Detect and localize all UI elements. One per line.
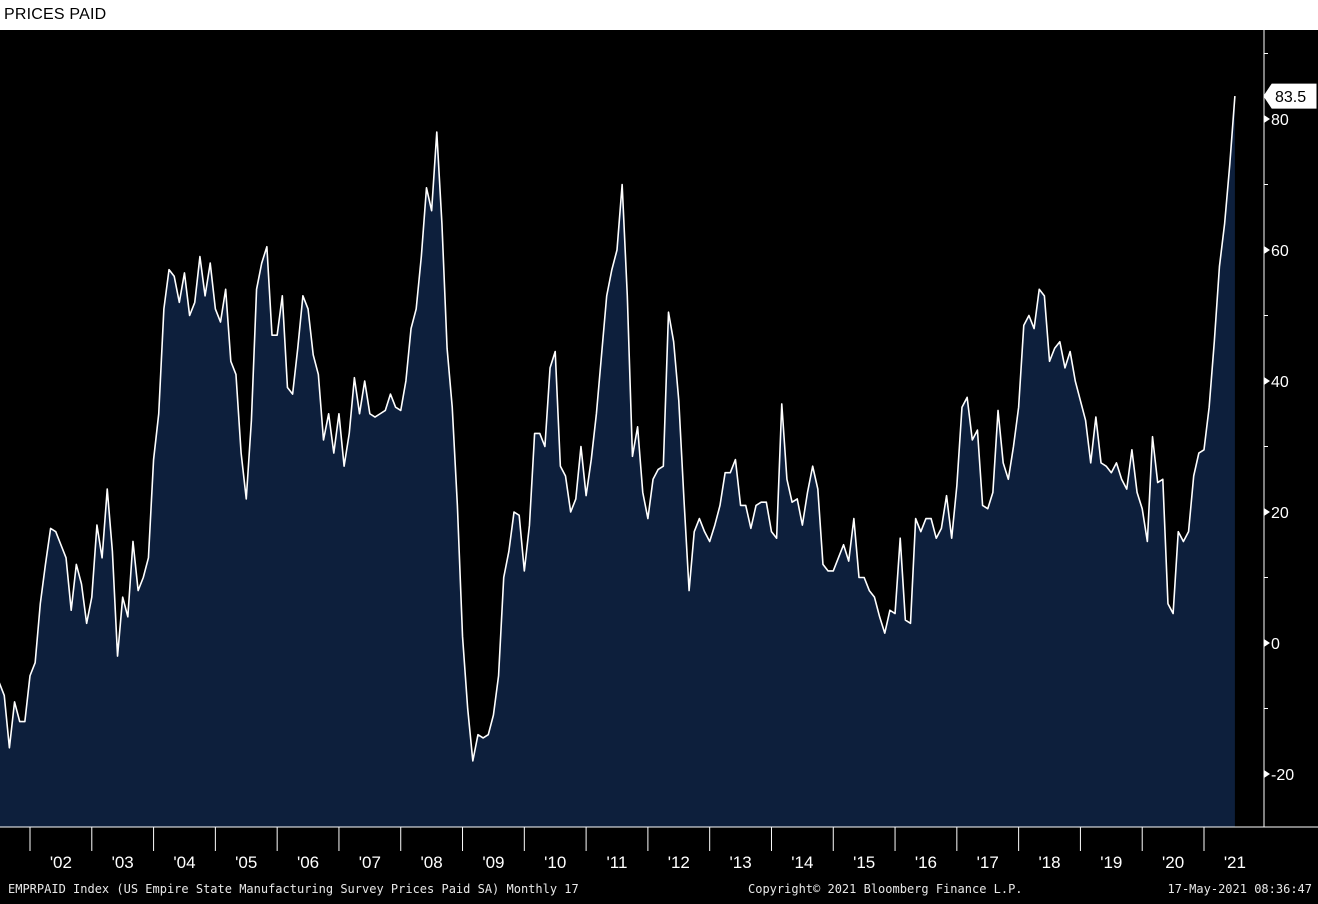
chart-footer: EMPRPAID Index (US Empire State Manufact… <box>0 878 1318 904</box>
footer-index-description: EMPRPAID Index (US Empire State Manufact… <box>8 882 579 896</box>
x-tick-label: '04 <box>173 853 195 872</box>
x-tick-label: '05 <box>235 853 257 872</box>
x-tick-label: '03 <box>112 853 134 872</box>
x-tick-label: '21 <box>1224 853 1246 872</box>
x-tick-label: '20 <box>1162 853 1184 872</box>
x-tick-label: '02 <box>50 853 72 872</box>
y-tick-label: 60 <box>1271 243 1289 260</box>
y-tick-label: -20 <box>1271 767 1294 784</box>
chart-title: PRICES PAID <box>4 6 107 23</box>
x-tick-label: '08 <box>421 853 443 872</box>
y-tick-label: 40 <box>1271 374 1289 391</box>
footer-copyright: Copyright© 2021 Bloomberg Finance L.P. <box>748 882 1023 896</box>
x-tick-label: '07 <box>359 853 381 872</box>
x-tick-label: '17 <box>977 853 999 872</box>
x-tick-label: '19 <box>1100 853 1122 872</box>
x-tick-label: '16 <box>915 853 937 872</box>
y-tick-label: 20 <box>1271 505 1289 522</box>
x-tick-label: '11 <box>607 853 628 872</box>
chart-svg: -20 0 20 40 60 80 83.5 '02 '03 '04 '05 '06 '07 '08 '09… <box>0 30 1318 872</box>
y-tick-marker <box>1264 639 1270 647</box>
y-tick-label: 80 <box>1271 112 1289 129</box>
x-tick-label: '12 <box>668 853 690 872</box>
y-tick-marker <box>1264 246 1270 254</box>
footer-timestamp: 17-May-2021 08:36:47 <box>1167 882 1313 896</box>
last-value-label: 83.5 <box>1275 89 1306 106</box>
series-area <box>0 96 1235 827</box>
y-tick-label: 0 <box>1271 636 1280 653</box>
x-tick-label: '10 <box>544 853 566 872</box>
x-tick-label: '13 <box>730 853 752 872</box>
series-line <box>0 96 1236 762</box>
x-tick-label: '15 <box>853 853 875 872</box>
x-tick-label: '06 <box>297 853 319 872</box>
x-tick-label: '18 <box>1038 853 1060 872</box>
chart-frame: -20 0 20 40 60 80 83.5 '02 '03 '04 '05 '06 '07 '08 '09… <box>0 30 1318 904</box>
x-tick-label: '09 <box>482 853 504 872</box>
y-tick-marker <box>1264 377 1270 385</box>
y-tick-marker <box>1264 770 1270 778</box>
x-tick-label: '14 <box>791 853 813 872</box>
last-value-callout <box>1263 83 1317 109</box>
y-tick-marker <box>1264 115 1270 123</box>
y-tick-marker <box>1264 508 1270 516</box>
